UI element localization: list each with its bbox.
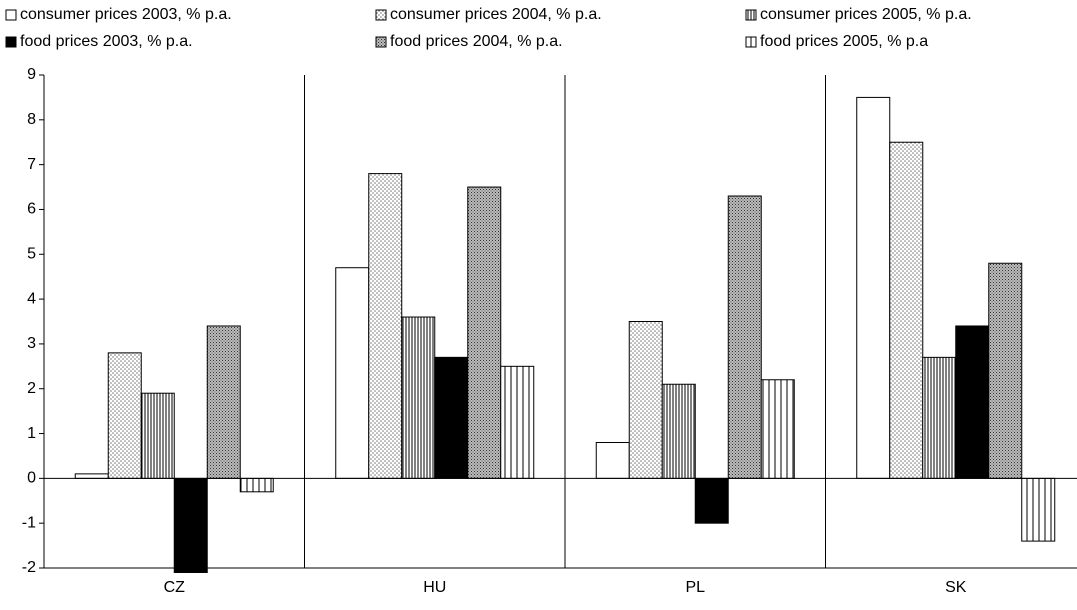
- legend-swatch: [5, 9, 17, 21]
- y-tick-label: 4: [27, 290, 36, 307]
- y-tick-label: 3: [27, 335, 36, 352]
- bar: [628, 321, 663, 479]
- y-tick-label: 5: [27, 245, 36, 262]
- bar: [434, 356, 469, 479]
- bar: [206, 325, 241, 479]
- bar: [467, 186, 502, 479]
- bar: [988, 262, 1023, 479]
- x-tick-label: SK: [945, 579, 967, 596]
- y-tick-label: 6: [27, 201, 36, 218]
- bar: [760, 379, 795, 479]
- legend-label: food prices 2004, % p.a.: [390, 33, 563, 50]
- legend-label: consumer prices 2005, % p.a.: [760, 6, 972, 23]
- bar: [140, 392, 175, 479]
- bar: [661, 383, 696, 479]
- bar: [335, 267, 370, 479]
- bar: [595, 442, 630, 479]
- legend-label: food prices 2005, % p.a: [760, 33, 928, 50]
- y-tick-label: 2: [27, 380, 36, 397]
- y-tick-label: 9: [27, 66, 36, 83]
- legend-swatch: [375, 9, 387, 21]
- x-tick-label: PL: [685, 579, 705, 596]
- legend-swatch: [745, 36, 757, 48]
- bar: [889, 141, 924, 479]
- x-tick-label: HU: [423, 579, 446, 596]
- bar: [239, 477, 274, 493]
- legend-swatch: [745, 9, 757, 21]
- bar: [107, 352, 142, 479]
- bar: [500, 365, 535, 479]
- bar: [856, 96, 891, 479]
- y-tick-label: -2: [22, 559, 36, 576]
- y-tick-label: 0: [27, 470, 36, 487]
- legend-label: food prices 2003, % p.a.: [20, 33, 193, 50]
- bar: [922, 356, 957, 479]
- legend-swatch: [375, 36, 387, 48]
- bar: [694, 477, 729, 524]
- bar: [1021, 477, 1056, 542]
- legend-label: consumer prices 2003, % p.a.: [20, 6, 232, 23]
- bar: [173, 477, 208, 573]
- legend-swatch: [5, 36, 17, 48]
- y-tick-label: 8: [27, 111, 36, 128]
- bar: [368, 173, 403, 479]
- bar: [955, 325, 990, 479]
- x-tick-label: CZ: [164, 579, 186, 596]
- bar: [401, 316, 436, 479]
- y-tick-label: -1: [22, 514, 36, 531]
- bar: [74, 473, 109, 479]
- bar: [727, 195, 762, 479]
- legend-label: consumer prices 2004, % p.a.: [390, 6, 602, 23]
- y-tick-label: 7: [27, 156, 36, 173]
- y-tick-label: 1: [27, 425, 36, 442]
